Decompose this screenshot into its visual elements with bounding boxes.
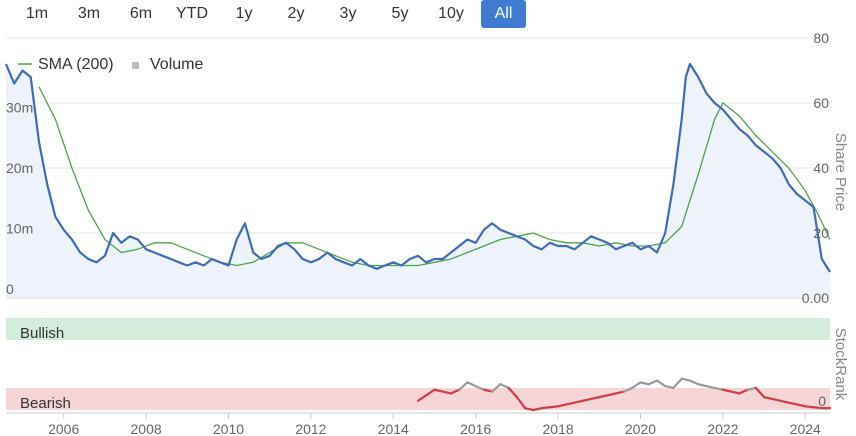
stockrank-segment <box>606 392 617 397</box>
stockrank-segment <box>581 397 593 402</box>
stockrank-segment <box>672 377 683 390</box>
stockrank-segment <box>548 405 560 409</box>
stockrank-segment <box>458 381 469 391</box>
bullish-band <box>6 318 830 340</box>
x-tick-label: 2012 <box>295 421 326 436</box>
stockrank-segment <box>664 384 675 390</box>
bearish-label: Bearish <box>20 395 71 412</box>
right-tick-label: 40 <box>813 160 829 176</box>
stockrank-segment <box>631 381 642 390</box>
stockrank-segment <box>416 394 428 402</box>
stockrank-segment <box>449 388 461 395</box>
x-tick-label: 2008 <box>131 421 162 436</box>
x-tick-label: 2020 <box>625 421 656 436</box>
stockrank-segment <box>779 399 790 404</box>
stockrank-segment <box>787 401 799 406</box>
stockrank-segment <box>565 401 576 406</box>
stockrank-segment <box>713 386 724 391</box>
stockrank-segment <box>697 383 708 388</box>
square-icon <box>132 62 139 69</box>
legend-label-volume[interactable]: Volume <box>150 56 203 73</box>
stockrank-segment <box>441 390 453 395</box>
stockrank-segment <box>474 384 486 391</box>
stockrank-segment <box>655 379 667 388</box>
range-button-1y[interactable]: 1y <box>235 5 253 22</box>
stockrank-segment <box>738 388 749 395</box>
right-tick-label: 60 <box>813 95 829 111</box>
stockrank-segment <box>499 383 510 390</box>
x-tick-label: 2006 <box>48 421 79 436</box>
stockrank-segment <box>754 386 766 399</box>
stockrank-segment <box>639 381 650 386</box>
stockrank-segment <box>491 383 502 393</box>
stockrank-segment <box>680 377 692 382</box>
stockrank-segment <box>622 386 634 393</box>
stockrank-segment <box>762 396 774 401</box>
stockrank-segment <box>589 396 601 401</box>
range-button-all[interactable]: All <box>481 0 526 28</box>
stockrank-segment <box>812 406 823 410</box>
range-button-ytd[interactable]: YTD <box>176 5 208 22</box>
range-button-3m[interactable]: 3m <box>77 5 101 22</box>
price-lines <box>4 62 831 298</box>
stockrank-segment <box>540 406 551 410</box>
range-button-5y[interactable]: 5y <box>391 5 409 22</box>
legend-label-sma[interactable]: SMA (200) <box>38 56 114 73</box>
x-tick-label: 2018 <box>543 421 574 436</box>
x-tick-label: 2024 <box>790 421 821 436</box>
stockrank-segment <box>730 390 741 395</box>
right-tick-label: 0.00 <box>802 290 829 306</box>
range-button-2y[interactable]: 2y <box>287 5 305 22</box>
stockrank-axis-title: StockRank <box>832 328 849 401</box>
x-tick-label: 2022 <box>707 421 738 436</box>
right-tick-label: 80 <box>813 30 829 46</box>
stockrank-segment <box>804 405 815 409</box>
axis-labels: 80 60 40 20 0.00 30m 20m 10m 0 Share Price SMA (20… <box>6 30 849 436</box>
sma-line <box>38 86 831 267</box>
stockrank-segment <box>647 379 659 386</box>
stockrank-segment <box>433 388 444 393</box>
bullish-label: Bullish <box>20 325 64 342</box>
range-button-3y[interactable]: 3y <box>339 5 357 22</box>
stockrank-panel: Bullish Bearish 0 StockRank <box>6 318 849 412</box>
left-tick-label: 30m <box>6 100 33 116</box>
range-button-6m[interactable]: 6m <box>129 5 153 22</box>
stockrank-segment <box>466 381 477 388</box>
price-line <box>4 62 831 273</box>
stockrank-segment <box>705 384 716 390</box>
stockrank-segment <box>746 386 757 391</box>
share-price-axis-title: Share Price <box>832 133 849 211</box>
stockrank-tick-label: 0 <box>818 393 826 409</box>
stockrank-segment <box>532 407 543 412</box>
stockrank-segment <box>524 407 535 412</box>
left-tick-label: 0 <box>6 281 14 297</box>
stockrank-segment <box>614 390 626 395</box>
range-selector: 1m 3m 6m YTD 1y 2y 3y 5y 10y All <box>0 0 560 28</box>
left-tick-label: 10m <box>6 221 33 237</box>
stockrank-segment <box>598 394 609 399</box>
stockrank-segment <box>573 399 584 404</box>
stockrank-segment <box>556 403 568 408</box>
stockrank-segment <box>507 386 518 399</box>
right-tick-label: 20 <box>813 225 829 241</box>
range-button-1m[interactable]: 1m <box>25 5 49 22</box>
bearish-band <box>6 388 830 410</box>
left-tick-label: 20m <box>6 160 33 176</box>
x-tick-label: 2014 <box>378 421 409 436</box>
x-tick-label: 2016 <box>460 421 491 436</box>
stockrank-segment <box>795 403 807 408</box>
x-tick-label: 2010 <box>213 421 244 436</box>
stockrank-segment <box>425 388 436 397</box>
stockrank-segment <box>721 388 733 393</box>
stockrank-segment <box>771 397 782 402</box>
price-area <box>6 64 830 298</box>
stockrank-segment <box>482 388 494 393</box>
range-button-10y[interactable]: 10y <box>438 5 464 22</box>
stockrank-segment <box>688 379 700 386</box>
stockrank-segment <box>515 396 527 410</box>
